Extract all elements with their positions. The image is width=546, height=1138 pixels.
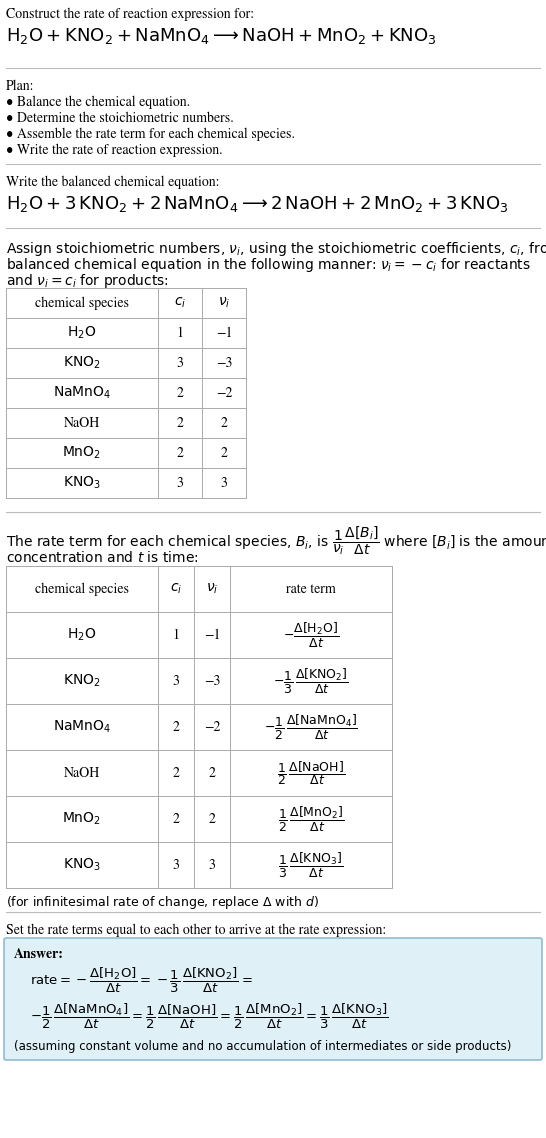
Text: 2: 2 xyxy=(173,813,180,826)
Text: −2: −2 xyxy=(204,720,220,734)
Text: NaOH: NaOH xyxy=(64,766,100,780)
Text: chemical species: chemical species xyxy=(35,583,129,595)
Text: Set the rate terms equal to each other to arrive at the rate expression:: Set the rate terms equal to each other t… xyxy=(6,924,386,938)
Text: $\nu_i$: $\nu_i$ xyxy=(218,296,230,311)
Text: −3: −3 xyxy=(204,675,220,687)
Text: Plan:: Plan: xyxy=(6,80,34,93)
Text: $\mathrm{MnO_2}$: $\mathrm{MnO_2}$ xyxy=(62,445,102,461)
Text: concentration and $t$ is time:: concentration and $t$ is time: xyxy=(6,550,199,564)
Text: −3: −3 xyxy=(216,356,232,370)
Text: $\nu_i$: $\nu_i$ xyxy=(206,582,218,596)
Text: 2: 2 xyxy=(173,720,180,734)
Text: −2: −2 xyxy=(216,386,232,399)
Text: $\mathrm{H_2O}$: $\mathrm{H_2O}$ xyxy=(67,627,97,643)
Text: rate term: rate term xyxy=(286,583,336,595)
Text: $\mathrm{rate} = -\dfrac{\Delta[\mathrm{H_2O}]}{\Delta t} = -\dfrac{1}{3}\,\dfra: $\mathrm{rate} = -\dfrac{\Delta[\mathrm{… xyxy=(30,966,253,996)
Text: $c_i$: $c_i$ xyxy=(170,582,182,596)
Text: 2: 2 xyxy=(176,386,183,399)
Text: Construct the rate of reaction expression for:: Construct the rate of reaction expressio… xyxy=(6,8,254,22)
Text: $\dfrac{1}{2}\,\dfrac{\Delta[\mathrm{NaOH}]}{\Delta t}$: $\dfrac{1}{2}\,\dfrac{\Delta[\mathrm{NaO… xyxy=(277,759,345,787)
Text: 3: 3 xyxy=(176,356,183,370)
Text: 2: 2 xyxy=(221,446,228,460)
Text: −1: −1 xyxy=(216,327,232,339)
Text: $\mathrm{NaMnO_4}$: $\mathrm{NaMnO_4}$ xyxy=(53,719,111,735)
Text: $-\dfrac{1}{2}\,\dfrac{\Delta[\mathrm{NaMnO_4}]}{\Delta t} = \dfrac{1}{2}\,\dfra: $-\dfrac{1}{2}\,\dfrac{\Delta[\mathrm{Na… xyxy=(30,1001,389,1031)
Text: $\dfrac{1}{2}\,\dfrac{\Delta[\mathrm{MnO_2}]}{\Delta t}$: $\dfrac{1}{2}\,\dfrac{\Delta[\mathrm{MnO… xyxy=(278,805,344,833)
Text: $\mathrm{NaMnO_4}$: $\mathrm{NaMnO_4}$ xyxy=(53,385,111,402)
Text: balanced chemical equation in the following manner: $\nu_i = -c_i$ for reactants: balanced chemical equation in the follow… xyxy=(6,256,531,274)
Text: 3: 3 xyxy=(209,858,216,872)
Text: 3: 3 xyxy=(173,675,180,687)
Text: −1: −1 xyxy=(204,628,220,642)
Text: $-\dfrac{1}{3}\,\dfrac{\Delta[\mathrm{KNO_2}]}{\Delta t}$: $-\dfrac{1}{3}\,\dfrac{\Delta[\mathrm{KN… xyxy=(273,667,349,695)
Text: $\mathrm{KNO_3}$: $\mathrm{KNO_3}$ xyxy=(63,857,101,873)
Text: • Write the rate of reaction expression.: • Write the rate of reaction expression. xyxy=(6,145,223,157)
Text: (assuming constant volume and no accumulation of intermediates or side products): (assuming constant volume and no accumul… xyxy=(14,1040,512,1053)
Text: 2: 2 xyxy=(209,813,216,826)
Text: $\mathrm{H_2O}$: $\mathrm{H_2O}$ xyxy=(67,324,97,341)
Text: • Determine the stoichiometric numbers.: • Determine the stoichiometric numbers. xyxy=(6,112,234,125)
Text: Write the balanced chemical equation:: Write the balanced chemical equation: xyxy=(6,176,219,189)
Text: 1: 1 xyxy=(173,628,180,642)
Text: 2: 2 xyxy=(221,417,228,430)
Text: $\mathrm{KNO_2}$: $\mathrm{KNO_2}$ xyxy=(63,355,101,371)
Text: $-\dfrac{1}{2}\,\dfrac{\Delta[\mathrm{NaMnO_4}]}{\Delta t}$: $-\dfrac{1}{2}\,\dfrac{\Delta[\mathrm{Na… xyxy=(264,712,358,742)
Text: and $\nu_i = c_i$ for products:: and $\nu_i = c_i$ for products: xyxy=(6,272,169,290)
Text: NaOH: NaOH xyxy=(64,417,100,430)
Text: $\mathrm{KNO_3}$: $\mathrm{KNO_3}$ xyxy=(63,475,101,492)
Text: • Balance the chemical equation.: • Balance the chemical equation. xyxy=(6,96,190,109)
Text: 3: 3 xyxy=(221,477,228,489)
Text: 1: 1 xyxy=(176,327,183,339)
Text: 2: 2 xyxy=(173,766,180,780)
Text: 3: 3 xyxy=(176,477,183,489)
Text: $\mathrm{KNO_2}$: $\mathrm{KNO_2}$ xyxy=(63,673,101,690)
FancyBboxPatch shape xyxy=(4,938,542,1059)
Text: $\mathrm{H_2O + KNO_2 + NaMnO_4 \longrightarrow NaOH + MnO_2 + KNO_3}$: $\mathrm{H_2O + KNO_2 + NaMnO_4 \longrig… xyxy=(6,26,437,46)
Text: Answer:: Answer: xyxy=(14,948,64,960)
Text: 2: 2 xyxy=(176,446,183,460)
Text: (for infinitesimal rate of change, replace $\Delta$ with $d$): (for infinitesimal rate of change, repla… xyxy=(6,894,319,912)
Text: $\mathrm{H_2O + 3\,KNO_2 + 2\,NaMnO_4 \longrightarrow 2\,NaOH + 2\,MnO_2 + 3\,KN: $\mathrm{H_2O + 3\,KNO_2 + 2\,NaMnO_4 \l… xyxy=(6,193,508,214)
Text: $\mathrm{MnO_2}$: $\mathrm{MnO_2}$ xyxy=(62,810,102,827)
Text: The rate term for each chemical species, $B_i$, is $\dfrac{1}{\nu_i}\dfrac{\Delt: The rate term for each chemical species,… xyxy=(6,523,546,556)
Text: $\dfrac{1}{3}\,\dfrac{\Delta[\mathrm{KNO_3}]}{\Delta t}$: $\dfrac{1}{3}\,\dfrac{\Delta[\mathrm{KNO… xyxy=(278,850,343,880)
Text: $c_i$: $c_i$ xyxy=(174,296,186,311)
Text: $-\dfrac{\Delta[\mathrm{H_2O}]}{\Delta t}$: $-\dfrac{\Delta[\mathrm{H_2O}]}{\Delta t… xyxy=(283,620,339,650)
Text: • Assemble the rate term for each chemical species.: • Assemble the rate term for each chemic… xyxy=(6,127,295,141)
Text: chemical species: chemical species xyxy=(35,296,129,310)
Text: 3: 3 xyxy=(173,858,180,872)
Text: 2: 2 xyxy=(176,417,183,430)
Text: Assign stoichiometric numbers, $\nu_i$, using the stoichiometric coefficients, $: Assign stoichiometric numbers, $\nu_i$, … xyxy=(6,240,546,258)
Text: 2: 2 xyxy=(209,766,216,780)
